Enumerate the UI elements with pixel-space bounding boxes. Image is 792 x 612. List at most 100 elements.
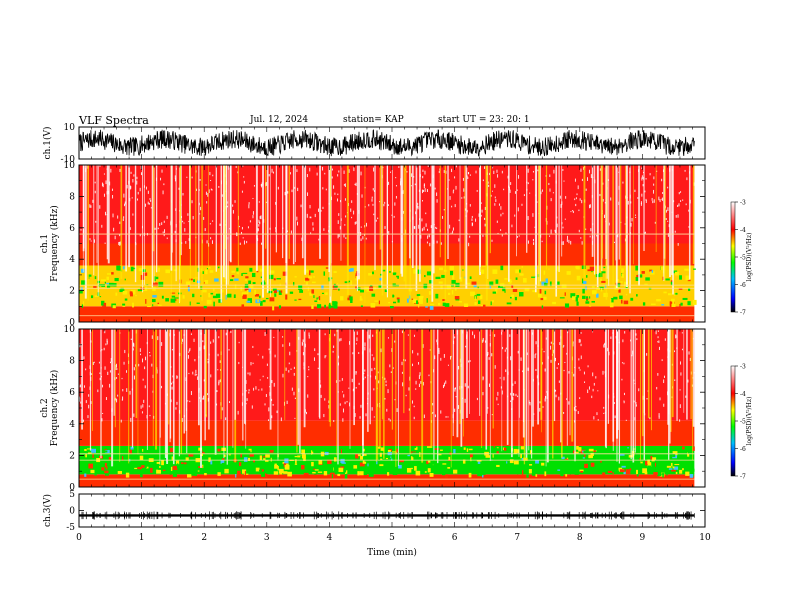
spectrogram-patch <box>613 296 618 300</box>
spectrogram-patch <box>374 460 377 465</box>
x-tick-label: 9 <box>640 533 646 543</box>
spectrogram-patch <box>202 289 207 293</box>
spectrogram-speckle <box>95 220 97 223</box>
spectrogram-patch <box>231 270 236 273</box>
spectrogram-speckle <box>635 402 637 404</box>
spectrogram-speckle <box>387 204 389 206</box>
spectrogram-patch <box>541 281 546 286</box>
spectrogram-patch <box>514 296 517 301</box>
spectrogram-patch <box>474 296 476 301</box>
spectrogram-patch <box>532 290 537 293</box>
spectrogram-speckle <box>622 181 624 184</box>
spectrogram-speckle <box>372 334 374 337</box>
spectrogram-patch <box>411 456 414 461</box>
spectrogram-speckle <box>487 407 489 409</box>
spectrogram-speckle <box>139 187 141 192</box>
spectrogram-patch <box>673 292 678 295</box>
spectrogram-speckle <box>451 168 453 173</box>
spectrogram-patch <box>531 472 536 476</box>
spectrogram-speckle <box>532 179 534 181</box>
spectrogram-speckle <box>98 361 100 364</box>
spectrogram-speckle <box>150 199 152 202</box>
x-tick-label: 8 <box>577 533 583 543</box>
spectrogram-speckle <box>621 378 623 381</box>
spectrogram-patch <box>585 301 590 304</box>
spectrogram-speckle <box>337 198 339 202</box>
spectrogram-patch <box>493 450 496 454</box>
spectrogram-speckle <box>592 388 594 392</box>
spectrogram-patch <box>354 446 358 449</box>
spectrogram-patch <box>122 305 126 307</box>
spectrogram-speckle <box>405 394 407 397</box>
spectrogram-patch <box>123 458 126 461</box>
colorbar <box>730 201 736 313</box>
spectrogram-speckle <box>570 211 572 213</box>
spectrogram-patch <box>492 447 497 452</box>
spectrogram-speckle <box>651 197 653 201</box>
spectrogram-patch <box>444 467 448 469</box>
spectrogram-speckle <box>306 174 308 178</box>
spectrogram-speckle <box>436 240 438 244</box>
spectrogram-speckle <box>585 188 587 191</box>
spectrogram-patch <box>378 285 383 288</box>
spectrogram-patch <box>510 296 512 299</box>
spectrogram-patch <box>348 280 351 283</box>
spectrogram-speckle <box>293 391 295 396</box>
spectrogram-speckle <box>232 210 234 214</box>
spectrogram-speckle <box>360 226 362 228</box>
spectrogram-speckle <box>307 394 309 398</box>
spectrogram-patch <box>566 271 571 275</box>
spectrogram-patch <box>566 457 569 460</box>
spectrogram-patch <box>353 465 358 469</box>
spectrogram-patch <box>656 299 661 302</box>
spectrogram-patch <box>265 473 268 479</box>
spectrogram-speckle <box>101 224 103 228</box>
spectrogram-speckle <box>518 235 520 237</box>
spectrogram-patch <box>424 471 427 473</box>
spectrogram-speckle <box>258 224 260 227</box>
spectrogram-speckle <box>245 389 247 392</box>
spectrogram-speckle <box>196 188 198 192</box>
spectrogram-patch <box>545 278 548 284</box>
spectrogram-patch <box>95 466 101 470</box>
spectrogram-speckle <box>313 357 315 361</box>
spectrogram-patch <box>540 298 544 301</box>
spectrogram-patch <box>486 470 492 474</box>
spectrogram-patch <box>478 300 481 304</box>
spectrogram-patch <box>155 450 159 456</box>
spectrogram-speckle <box>450 356 452 360</box>
spectrogram-patch <box>619 454 625 456</box>
spectrogram-patch <box>237 470 241 476</box>
spectrogram-speckle <box>378 380 380 384</box>
spectrogram-patch <box>561 284 567 289</box>
spectrogram-patch <box>413 269 418 274</box>
spectrogram-speckle <box>206 393 208 396</box>
spectrogram-patch <box>636 449 639 453</box>
spectrogram-speckle <box>140 172 142 176</box>
spectrogram-speckle <box>565 196 567 199</box>
spectrogram-speckle <box>289 172 291 175</box>
spectrogram-patch <box>162 469 166 472</box>
spectrogram-speckle <box>202 397 204 400</box>
spectrogram-patch <box>317 298 320 302</box>
spectrogram-patch <box>344 281 349 284</box>
spectrogram-patch <box>321 449 325 453</box>
spectrogram-patch <box>212 288 215 292</box>
spectrogram-patch <box>482 450 488 453</box>
spectrogram-speckle <box>97 389 99 393</box>
spectrogram-patch <box>607 470 613 474</box>
spectrogram-patch <box>94 474 97 476</box>
spectrogram-speckle <box>589 204 591 209</box>
spectrogram-speckle <box>512 393 514 395</box>
colorbar-tick-label: -7 <box>740 474 746 481</box>
spectrogram-patch <box>565 474 568 477</box>
spectrogram-speckle <box>554 357 556 362</box>
spectrogram-patch <box>367 463 369 467</box>
spectrogram-patch <box>104 473 109 476</box>
spectrogram-patch <box>370 302 376 308</box>
spectrogram-patch <box>396 297 400 300</box>
spectrogram-patch <box>196 302 200 304</box>
spectrogram-patch <box>146 466 149 469</box>
spectrogram-patch <box>634 456 639 461</box>
spectrogram-speckle <box>147 201 149 205</box>
